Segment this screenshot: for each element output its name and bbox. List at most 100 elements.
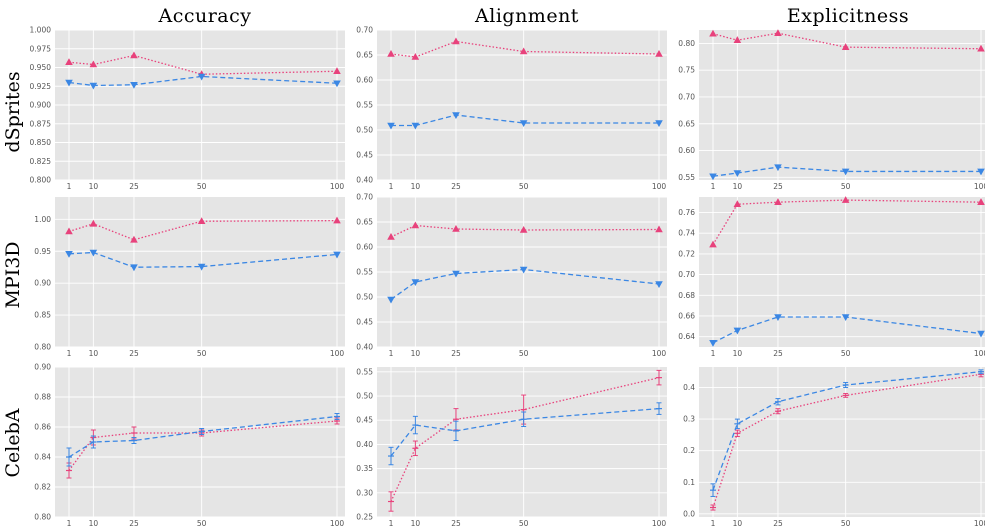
y-tick-label: 0.76 — [678, 208, 695, 217]
data-point — [977, 168, 985, 176]
data-point — [411, 122, 420, 130]
x-tick-label: 10 — [89, 349, 99, 358]
panel-background — [699, 30, 985, 180]
column-title-alignment: Alignment — [474, 5, 579, 27]
x-tick-label: 10 — [411, 519, 421, 528]
data-point — [411, 53, 420, 60]
y-tick-label: 0.65 — [356, 51, 373, 60]
x-tick-label: 100 — [330, 519, 345, 528]
series-1 — [65, 216, 341, 243]
data-point — [841, 314, 850, 321]
data-point — [197, 263, 206, 271]
x-tick-label: 100 — [652, 519, 667, 528]
data-point — [130, 264, 138, 272]
series-1 — [388, 369, 662, 512]
y-tick-label: 0.30 — [356, 488, 373, 497]
x-tick-label: 25 — [129, 182, 139, 191]
data-point — [655, 120, 663, 127]
y-tick-label: 1.000 — [30, 26, 52, 35]
y-tick-label: 0.80 — [678, 39, 695, 48]
y-tick-label: 0.55 — [356, 268, 373, 277]
data-point — [387, 50, 395, 57]
y-tick-label: 0.60 — [678, 146, 695, 155]
x-tick-label: 25 — [451, 349, 461, 358]
panel-mpi3d-explicitness: 0.64 0.66 0.68 0.70 0.72 0.74 0.76 1 10 25 50 100 — [678, 196, 985, 358]
y-tick-label: 0.72 — [678, 249, 695, 258]
y-tick-label: 0.50 — [356, 293, 373, 302]
x-tick-label: 100 — [974, 519, 985, 528]
series-2 — [65, 249, 341, 272]
data-point — [733, 200, 742, 208]
x-tick-label: 1 — [67, 519, 72, 528]
data-point — [709, 340, 717, 347]
y-tick-label: 0.60 — [356, 76, 373, 85]
y-tick-label: 0.25 — [356, 513, 373, 522]
x-tick-label: 1 — [389, 182, 394, 191]
data-point — [519, 120, 528, 127]
y-tick-label: 0.55 — [678, 173, 695, 182]
row-title-mpi3d: MPI3D — [2, 241, 24, 308]
y-tick-label: 0.0 — [683, 509, 695, 518]
y-tick-label: 0.1 — [683, 478, 695, 487]
y-tick-label: 0.65 — [356, 218, 373, 227]
x-tick-label: 50 — [519, 182, 529, 191]
y-tick-label: 0.950 — [30, 63, 52, 72]
panel-dsprites-alignment: 0.40 0.45 0.50 0.55 0.60 0.65 0.70 1 10 25 50 100 — [356, 26, 667, 191]
data-point — [65, 251, 73, 258]
chart-panels: 0.800 0.825 0.850 0.875 0.900 0.925 0.950 0.975… — [30, 26, 985, 528]
series-line — [712, 316, 982, 344]
x-tick-label: 50 — [841, 182, 851, 191]
series-2 — [387, 266, 663, 304]
y-tick-label: 0.70 — [356, 193, 373, 202]
y-tick-label: 0.45 — [356, 318, 373, 327]
y-tick-label: 0.50 — [356, 126, 373, 135]
data-point — [411, 279, 420, 286]
y-tick-label: 0.75 — [678, 66, 695, 75]
data-point — [655, 225, 663, 233]
series-2 — [710, 369, 984, 497]
x-tick-label: 25 — [451, 519, 461, 528]
data-point — [774, 314, 782, 321]
series-2 — [65, 73, 341, 90]
x-tick-label: 50 — [841, 519, 851, 528]
data-point — [89, 249, 98, 257]
x-tick-label: 100 — [330, 182, 345, 191]
series-2 — [387, 112, 663, 130]
data-point — [387, 233, 395, 240]
data-point — [452, 270, 460, 278]
y-tick-label: 0.55 — [356, 367, 373, 376]
y-tick-label: 0.74 — [678, 229, 695, 238]
x-tick-label: 1 — [711, 519, 716, 528]
y-tick-label: 0.70 — [678, 92, 695, 101]
y-tick-label: 0.65 — [678, 119, 695, 128]
data-point — [333, 251, 341, 259]
y-tick-label: 0.850 — [30, 138, 52, 147]
series-1 — [387, 221, 663, 240]
data-point — [709, 173, 717, 181]
x-tick-label: 1 — [389, 519, 394, 528]
panel-celeba-accuracy: 0.80 0.82 0.84 0.86 0.88 0.90 1 10 25 50 100 — [34, 363, 345, 528]
y-tick-label: 1.00 — [34, 215, 51, 224]
y-tick-label: 0.70 — [678, 270, 695, 279]
y-tick-label: 0.86 — [34, 423, 51, 432]
x-tick-label: 50 — [197, 349, 207, 358]
data-point — [733, 170, 742, 178]
y-tick-label: 0.800 — [30, 176, 52, 185]
y-tick-label: 0.60 — [356, 243, 373, 252]
x-tick-label: 50 — [841, 349, 851, 358]
x-tick-label: 25 — [773, 182, 783, 191]
panel-background — [699, 197, 985, 347]
column-title-explicitness: Explicitness — [787, 5, 909, 27]
data-point — [733, 327, 742, 335]
x-tick-label: 10 — [411, 182, 421, 191]
x-tick-label: 10 — [733, 349, 743, 358]
series-2 — [66, 413, 340, 467]
series-1 — [710, 371, 984, 511]
data-point — [130, 51, 138, 59]
x-tick-label: 50 — [197, 182, 207, 191]
data-point — [519, 266, 528, 274]
data-point — [452, 112, 460, 119]
data-point — [89, 219, 98, 227]
series-1 — [709, 29, 985, 52]
